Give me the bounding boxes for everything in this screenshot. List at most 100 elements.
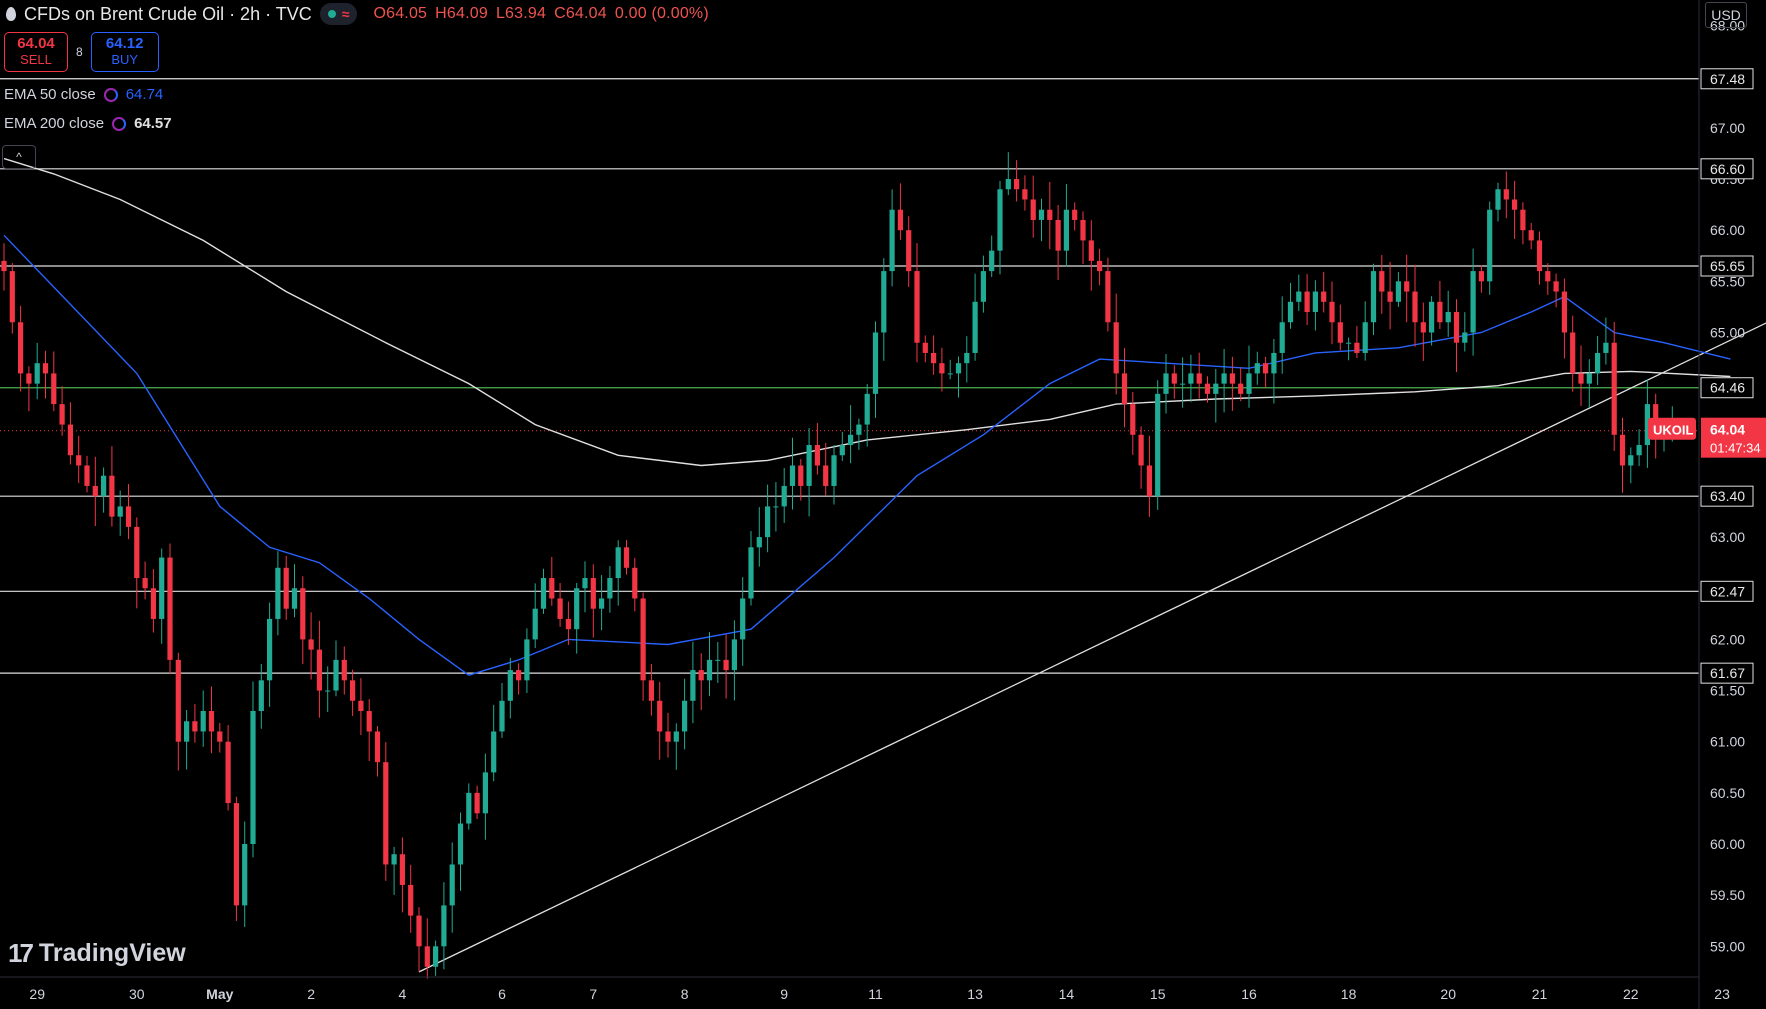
candle [947,359,953,380]
time-axis[interactable]: 2930May2467891113141516182021222325 [29,986,1766,1002]
candle [1263,356,1269,388]
candle [1503,171,1509,219]
currency-selector[interactable]: USD [1705,2,1747,28]
ema200-name: EMA 200 close [4,115,105,132]
symbol-tag-label: UKOIL [1653,423,1694,438]
candle [1570,315,1576,392]
tradingview-mark-icon: 17 [8,938,34,968]
candle [308,612,314,680]
candle [1188,354,1194,403]
candle [350,669,356,716]
candle [524,628,530,694]
tradingview-wordmark: TradingView [38,939,186,967]
candle [864,384,870,447]
candle [756,507,762,567]
level-price-tag [1700,580,1754,602]
candles-layer [1,152,1675,979]
candle [399,837,405,913]
candle [333,640,339,697]
time-tick-label: 15 [1150,986,1166,1002]
current-price-label: 64.04 [1710,422,1745,438]
level-price-tag [1700,662,1754,684]
time-tick-label: 16 [1241,986,1257,1002]
candle [482,753,488,840]
ohlc-low: L63.94 [495,5,547,22]
time-tick-label: 18 [1341,986,1357,1002]
buy-button[interactable]: 64.12 BUY [90,32,159,72]
level-price-tag [1700,485,1754,507]
candle [291,564,298,618]
time-tick-label: 13 [967,986,983,1002]
candle [715,642,721,683]
candle [1429,296,1435,346]
buy-price: 64.12 [105,35,144,52]
candle [1,243,7,291]
candle [1545,263,1551,295]
candle [549,556,555,606]
candle [748,530,754,606]
ema50-name: EMA 50 close [4,86,96,103]
sell-button[interactable]: 64.04 SELL [4,32,68,72]
candle [1047,181,1053,250]
candle [416,907,422,972]
candle [1362,301,1368,361]
loading-loop-icon [103,87,118,102]
candle [316,620,322,718]
collapse-legend-button[interactable]: ^ [2,145,36,169]
trendline [418,322,1766,973]
candle [1321,271,1327,313]
candle [540,568,547,614]
candle [1088,220,1094,291]
candle [474,785,480,819]
candle [1528,222,1534,250]
candle [242,821,248,928]
candle [1171,365,1177,399]
price-tick-label: 66.00 [1710,222,1745,238]
candle [51,351,57,412]
candle [507,657,513,719]
candle [856,418,862,450]
candle [1420,302,1426,361]
candle [42,350,49,399]
candle [358,678,364,735]
candle [1586,359,1592,408]
candle [267,602,273,707]
candle [341,646,347,695]
data-wave-icon: ≈ [341,6,350,22]
price-tick-label: 61.50 [1710,683,1745,699]
price-tick-label: 59.50 [1710,887,1745,903]
time-tick-label: 11 [868,986,883,1002]
candle [989,235,995,278]
ema200-legend[interactable]: EMA 200 close 64.57 [4,115,172,132]
ema50-value: 64.74 [125,86,164,103]
price-tick-label: 60.00 [1710,836,1745,852]
candle [1578,345,1584,406]
candle [1495,182,1501,222]
candle [1619,417,1626,493]
level-price-label: 64.46 [1710,380,1745,396]
symbol-header: CFDs on Brent Crude Oil · 2h · TVC ≈ O64… [6,2,717,26]
level-price-label: 65.65 [1710,258,1745,274]
candle [457,812,464,891]
candle [499,683,505,738]
candle [731,620,737,701]
candle [814,423,820,475]
candle [1213,368,1219,423]
buy-label: BUY [111,52,139,67]
candle [233,796,239,922]
price-axis[interactable]: 68.0067.0066.5066.0065.5065.0063.0062.50… [1648,18,1766,955]
candle [1437,280,1443,329]
market-status-pill[interactable]: ≈ [319,3,358,25]
ema50-legend[interactable]: EMA 50 close 64.74 [4,86,163,103]
time-tick-label: 21 [1532,986,1548,1002]
candle [682,678,688,750]
candle [225,725,231,811]
candle [980,255,986,313]
candle [607,566,613,613]
candle [740,577,746,666]
candle [433,940,439,976]
level-price-tag [1700,68,1754,90]
candle [1595,335,1601,385]
symbol-title[interactable]: CFDs on Brent Crude Oil · 2h · TVC [24,3,312,24]
